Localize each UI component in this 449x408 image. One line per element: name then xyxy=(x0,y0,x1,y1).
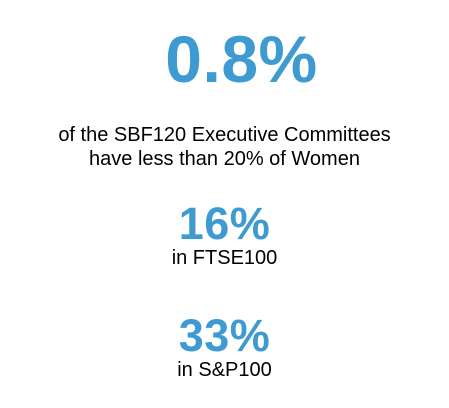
stat-caption: in FTSE100 xyxy=(0,246,449,270)
stat-sbf120: 0.8% of the SBF120 Executive Committees … xyxy=(0,26,449,171)
caption-line: have less than 20% of Women xyxy=(89,148,360,170)
stat-caption: of the SBF120 Executive Committees have … xyxy=(0,123,449,171)
stat-caption: in S&P100 xyxy=(0,358,449,382)
caption-line: in S&P100 xyxy=(177,359,272,381)
stat-value: 33% xyxy=(178,310,271,361)
caption-line: of the SBF120 Executive Committees xyxy=(58,124,391,146)
stat-value: 16% xyxy=(178,198,271,249)
caption-line: in FTSE100 xyxy=(171,247,278,269)
stat-sp100: 33% in S&P100 xyxy=(0,313,449,382)
stat-value: 0.8% xyxy=(165,22,318,96)
stat-ftse100: 16% in FTSE100 xyxy=(0,201,449,270)
